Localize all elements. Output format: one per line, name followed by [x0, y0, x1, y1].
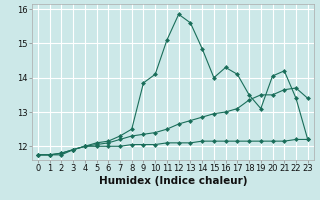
- X-axis label: Humidex (Indice chaleur): Humidex (Indice chaleur): [99, 176, 247, 186]
